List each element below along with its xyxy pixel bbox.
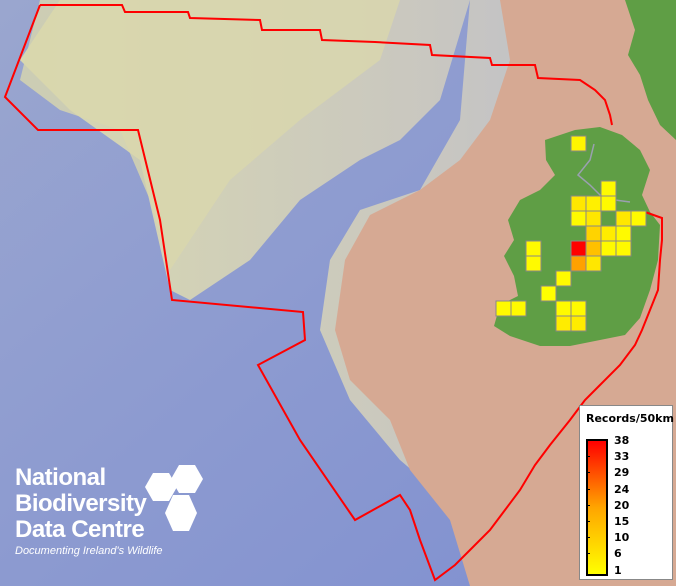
logo-line-1: National <box>15 464 106 491</box>
grid-cell[interactable] <box>630 210 647 227</box>
grid-cell[interactable] <box>570 210 587 227</box>
grid-cell[interactable] <box>555 270 572 287</box>
grid-cell[interactable] <box>555 315 572 332</box>
legend-tick-mark <box>586 521 590 522</box>
grid-cells <box>495 135 647 332</box>
boundary-line <box>3 4 663 582</box>
grid-cell[interactable] <box>600 225 617 242</box>
grid-cell[interactable] <box>510 300 527 317</box>
ireland-land <box>494 127 660 346</box>
map-legend: Records/50km 38 33 29 24 20 15 10 6 1 <box>579 405 674 580</box>
logo-tagline: Documenting Ireland's Wildlife <box>15 545 163 557</box>
grid-cell[interactable] <box>570 135 587 152</box>
nbdc-logo: National Biodiversity Data Centre Docume… <box>15 464 203 557</box>
grid-cell[interactable] <box>585 210 602 227</box>
legend-tick-label: 10 <box>614 531 630 545</box>
legend-tick-label: 6 <box>614 547 622 561</box>
legend-tick-label: 24 <box>614 482 630 496</box>
legend-tick-label: 20 <box>614 498 630 512</box>
britain-land <box>625 0 676 140</box>
grid-cell[interactable] <box>585 195 602 212</box>
grid-cell[interactable] <box>600 180 617 197</box>
grid-cell[interactable] <box>495 300 512 317</box>
legend-tick-label: 33 <box>614 450 630 464</box>
grid-cell[interactable] <box>615 210 632 227</box>
grid-cell[interactable] <box>585 240 602 257</box>
legend-tick-label: 15 <box>614 515 630 528</box>
legend-tick-label: 38 <box>614 434 630 447</box>
grid-cell[interactable] <box>525 240 542 257</box>
legend-tick-mark <box>586 553 590 555</box>
legend-tick-mark <box>586 537 590 539</box>
grid-cell[interactable] <box>570 315 587 332</box>
grid-cell[interactable] <box>570 240 587 257</box>
grid-cell[interactable] <box>615 225 632 242</box>
grid-cell[interactable] <box>540 285 557 302</box>
grid-cell[interactable] <box>600 240 617 257</box>
legend-tick-mark <box>586 504 590 506</box>
grid-cell[interactable] <box>555 300 572 317</box>
grid-cell[interactable] <box>600 195 617 212</box>
boundary-line <box>40 4 613 126</box>
legend-tick-mark <box>586 472 590 474</box>
grid-cell[interactable] <box>585 225 602 242</box>
legend-tick-label: 1 <box>614 563 622 577</box>
grid-cell[interactable] <box>570 255 587 272</box>
legend-title: Records/50km <box>586 412 674 425</box>
legend-tick-mark <box>586 456 590 458</box>
logo-hexagons-icon <box>145 465 203 531</box>
legend-tick-label: 29 <box>614 466 630 480</box>
logo-line-3: Data Centre <box>15 516 145 543</box>
grid-cell[interactable] <box>585 255 602 272</box>
grid-cell[interactable] <box>615 240 632 257</box>
continental-shelf-north <box>20 0 400 270</box>
grid-cell[interactable] <box>570 195 587 212</box>
grid-cell[interactable] <box>570 300 587 317</box>
grid-cell[interactable] <box>525 255 542 272</box>
logo-line-2: Biodiversity <box>15 490 147 517</box>
legend-tick-mark <box>586 488 590 490</box>
legend-color-ramp <box>586 439 608 576</box>
